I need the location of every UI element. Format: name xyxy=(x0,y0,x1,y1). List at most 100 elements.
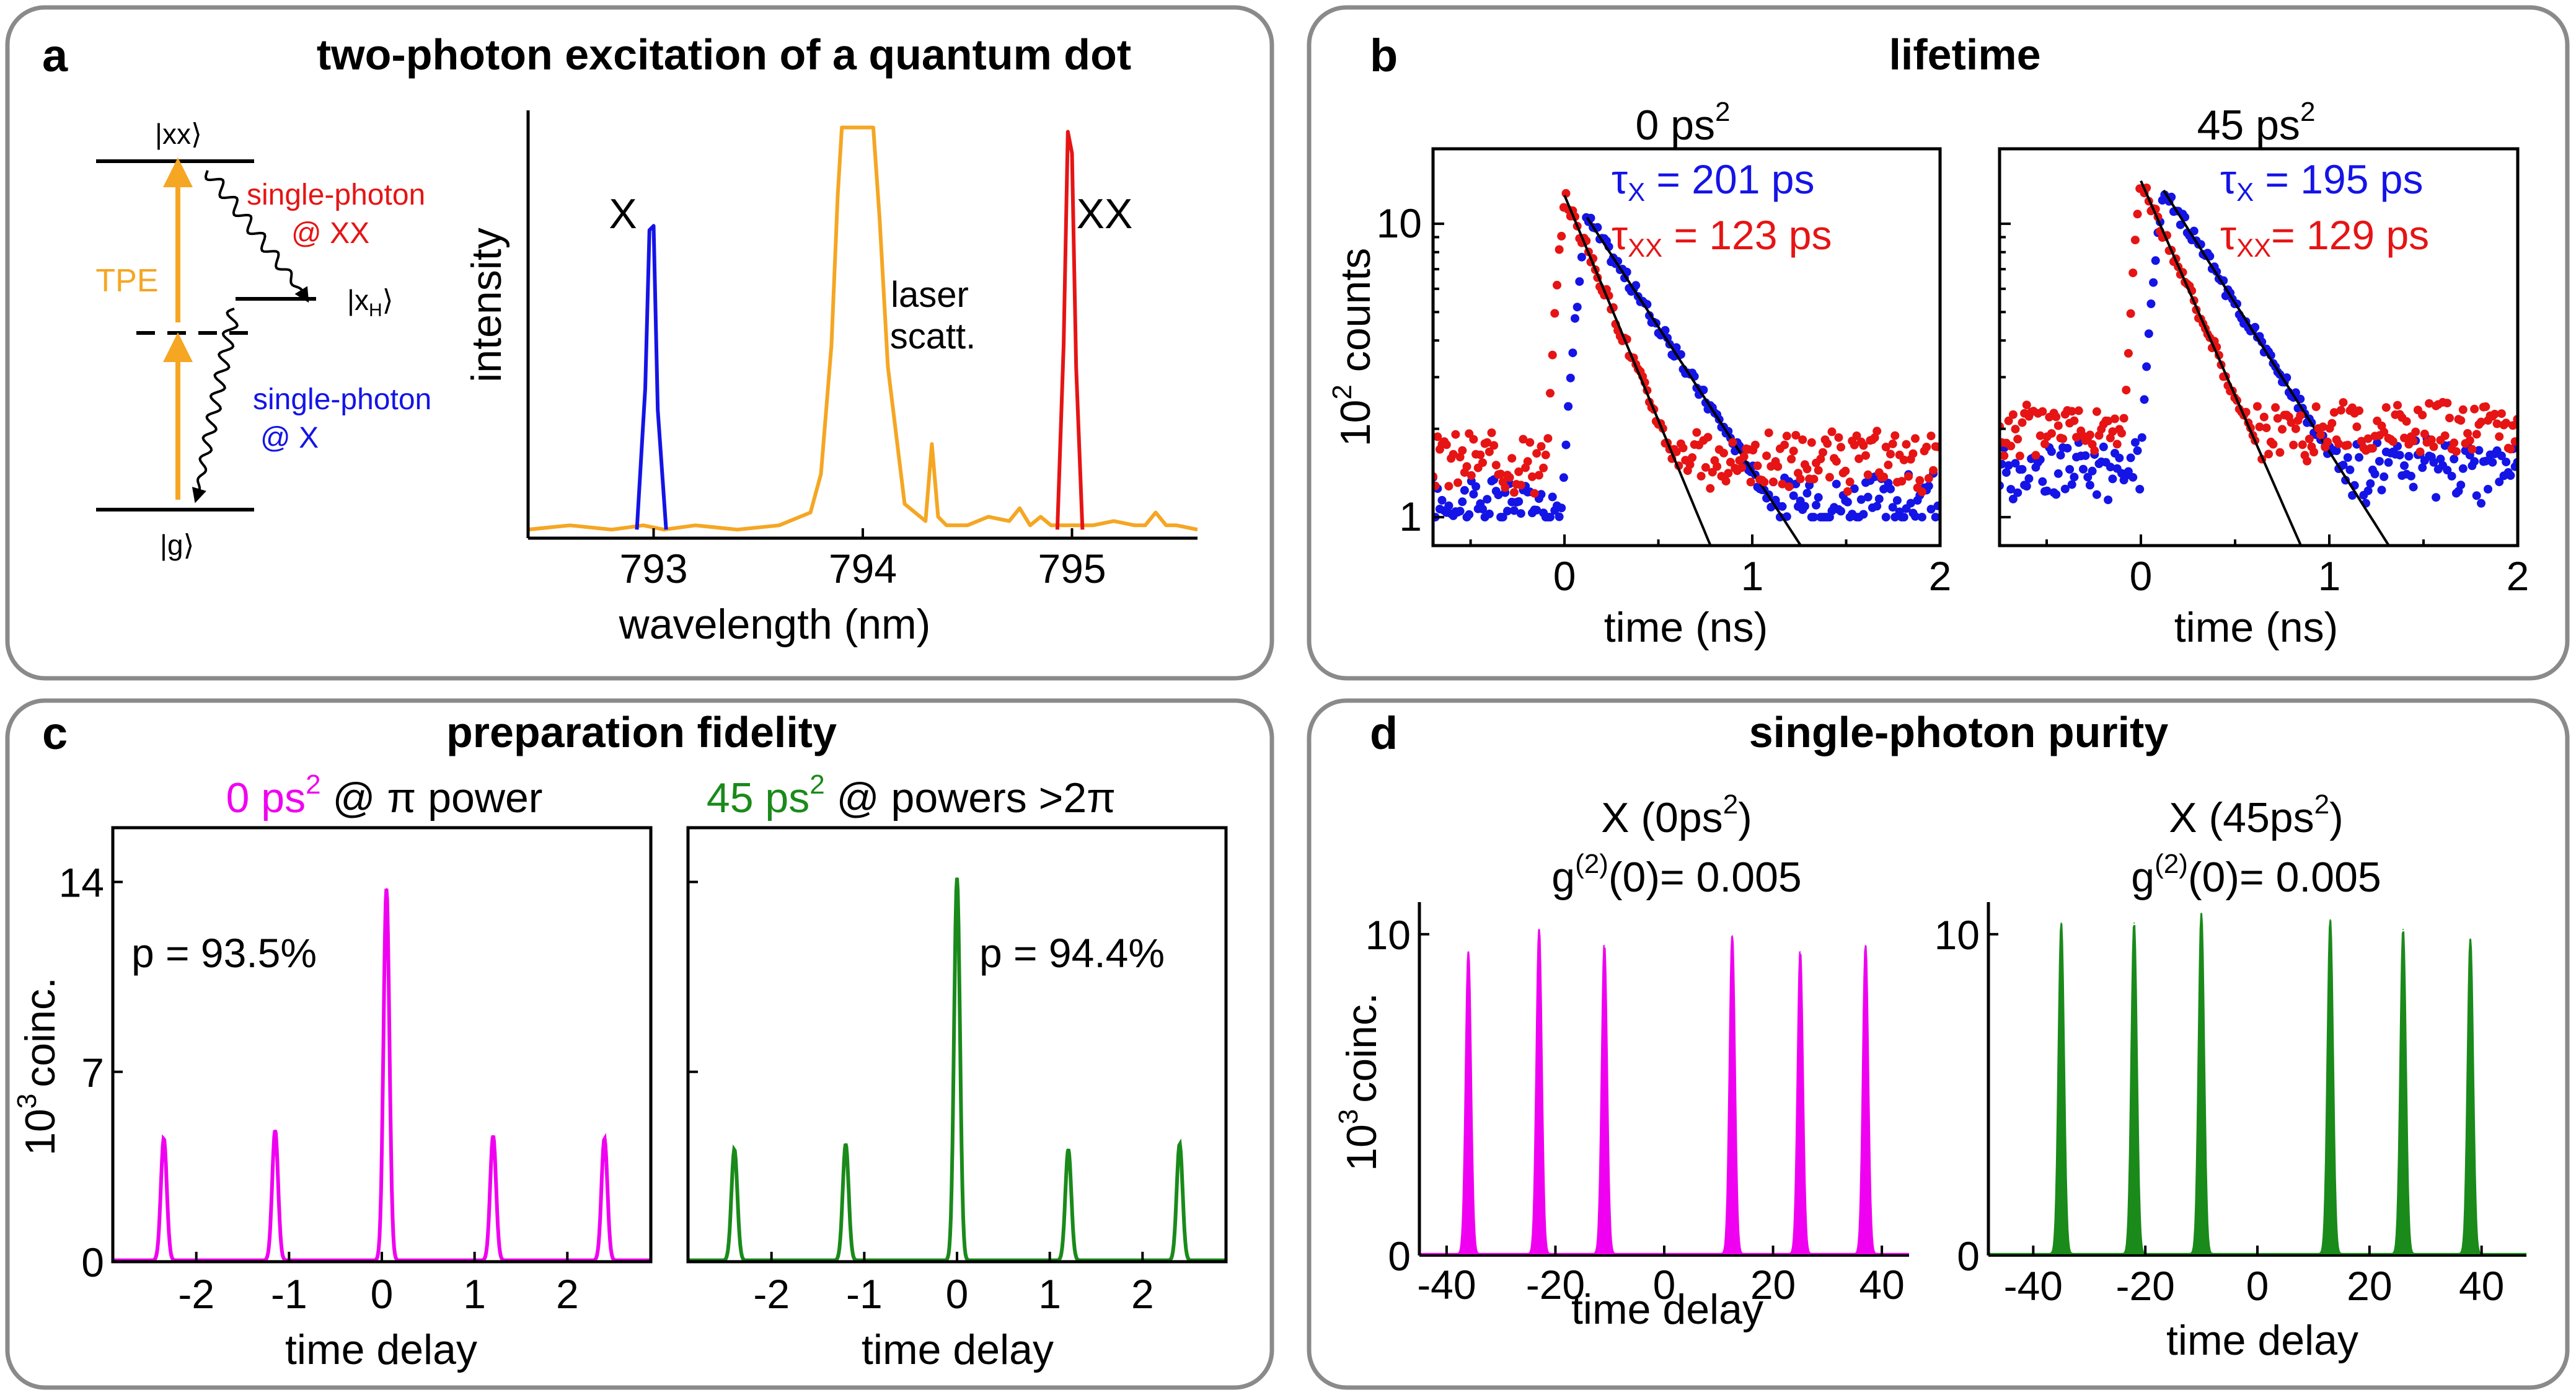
lifetime-point-X xyxy=(2345,465,2355,474)
lifetime-point-XX xyxy=(2506,445,2515,454)
lifetime-point-X xyxy=(1917,513,1926,522)
panel-a-title: two-photon excitation of a quantum dot xyxy=(317,30,1131,79)
lifetime-point-X xyxy=(1802,489,1812,498)
lifetime-point-XX xyxy=(1827,427,1837,436)
lifetime-point-XX xyxy=(1672,447,1681,456)
lifetime-point-XX xyxy=(2067,407,2076,416)
lifetime-point-XX xyxy=(2052,412,2061,422)
coincidence-peak xyxy=(1468,951,1469,953)
lifetime-point-XX xyxy=(2133,210,2142,219)
lifetime-point-X xyxy=(1926,505,1936,514)
lifetime-point-X xyxy=(1494,490,1503,500)
coincidence-peak xyxy=(1864,945,1866,946)
lifetime-point-XX xyxy=(2289,440,2298,450)
lifetime-45-xlabel: time (ns) xyxy=(2174,604,2338,651)
lifetime-point-XX xyxy=(1724,469,1733,478)
lifetime-point-XX xyxy=(2108,427,2117,436)
lifetime-0-frame xyxy=(1431,147,1942,547)
lifetime-point-XX xyxy=(1933,442,1940,451)
laser-label-1: laser xyxy=(891,275,969,315)
lifetime-point-XX xyxy=(1825,472,1834,482)
lifetime-point-X xyxy=(2024,474,2034,483)
lifetime-point-XX xyxy=(2495,432,2504,441)
lifetime-point-XX xyxy=(2124,348,2133,358)
lifetime-xtick-label: 0 xyxy=(1553,553,1576,599)
lifetime-point-X xyxy=(2099,442,2108,451)
lifetime-point-XX xyxy=(1449,450,1458,459)
lifetime-fit-X xyxy=(2162,189,2391,546)
lifetime-point-X xyxy=(2142,362,2151,371)
lifetime-point-XX xyxy=(2112,440,2122,449)
lifetime-point-XX xyxy=(2420,429,2429,438)
lifetime-point-XX xyxy=(2275,448,2285,457)
lifetime-point-XX xyxy=(2388,437,2397,446)
purity-45-title-1: X (45ps2) xyxy=(2169,789,2344,841)
lifetime-point-XX xyxy=(1703,433,1713,442)
lifetime-point-X xyxy=(1892,496,1902,505)
lifetime-point-XX xyxy=(1852,431,1861,440)
lifetime-point-XX xyxy=(1769,477,1778,487)
lifetime-point-XX xyxy=(1837,443,1845,452)
lifetime-point-XX xyxy=(1816,454,1825,464)
lifetime-point-X xyxy=(1800,502,1809,511)
lifetime-point-XX xyxy=(1789,446,1798,456)
lifetime-point-X xyxy=(2418,463,2427,472)
lifetime-point-X xyxy=(1933,501,1940,510)
lifetime-point-X xyxy=(2126,453,2135,463)
lifetime-point-X xyxy=(2081,451,2090,460)
spectrum-series-XX xyxy=(1055,130,1085,530)
coincidence-histogram xyxy=(1988,913,2526,1256)
lifetime-ytick-label: 1 xyxy=(1399,494,1422,539)
coincidence-peak xyxy=(1799,951,1801,953)
lifetime-point-XX xyxy=(2018,418,2027,427)
lifetime-point-X xyxy=(1872,502,1882,511)
lifetime-point-XX xyxy=(2008,410,2018,419)
lifetime-point-XX xyxy=(1507,454,1517,463)
lifetime-point-X xyxy=(2477,498,2486,508)
lifetime-point-XX xyxy=(2456,416,2466,425)
lifetime-fit-XX xyxy=(2140,180,2303,546)
lifetime-point-XX xyxy=(1819,448,1827,457)
lifetime-point-XX xyxy=(2264,450,2274,459)
coinc-ytick-label: 14 xyxy=(59,860,104,906)
lifetime-point-XX xyxy=(2072,433,2081,442)
lifetime-point-XX xyxy=(2006,441,2016,451)
lifetime-xtick-label: 2 xyxy=(2507,553,2530,599)
lifetime-point-XX xyxy=(2287,418,2296,427)
lifetime-point-XX xyxy=(2472,430,2481,439)
lifetime-point-X xyxy=(2060,484,2070,494)
fidelity-45-chart: 45 ps2 @ powers >2π time delay -2 -1 0 1 2 p… xyxy=(686,769,1228,1373)
lifetime-point-XX xyxy=(2339,398,2348,407)
lifetime-point-XX xyxy=(1762,451,1771,461)
purity-ylabel: 103coinc. xyxy=(1333,993,1385,1171)
lifetime-point-XX xyxy=(2355,406,2363,415)
lifetime-point-X xyxy=(1577,252,1586,262)
lifetime-point-XX xyxy=(1823,439,1832,448)
lifetime-point-XX xyxy=(1496,469,1506,479)
lifetime-point-X xyxy=(2128,472,2138,482)
lifetime-point-XX xyxy=(1814,466,1823,475)
lifetime-point-XX xyxy=(2011,425,2020,434)
lifetime-point-X xyxy=(1458,497,1467,507)
lifetime-point-XX xyxy=(1884,460,1893,469)
lifetime-point-XX xyxy=(2013,435,2022,444)
lifetime-point-XX xyxy=(1458,446,1467,455)
lifetime-point-XX xyxy=(2255,422,2264,432)
lifetime-ylabel: 102counts xyxy=(1327,248,1379,446)
coincidence-peak xyxy=(733,1148,735,1150)
x-emission-label-2: @ X xyxy=(260,422,319,454)
lifetime-point-XX xyxy=(1888,439,1897,448)
panel-a-frame xyxy=(5,5,1274,681)
lifetime-point-XX xyxy=(1832,457,1841,466)
coincidence-peak xyxy=(956,877,958,879)
lifetime-point-X xyxy=(1478,505,1487,513)
purity-45-chart: X (45ps2) g(2)(0)= 0.005 time delay -40 -… xyxy=(1934,789,2526,1364)
lifetime-point-XX xyxy=(2128,268,2138,278)
lifetime-point-X xyxy=(1837,507,1845,516)
lifetime-point-XX xyxy=(1561,188,1571,198)
lifetime-point-XX xyxy=(2440,431,2450,440)
lifetime-point-XX xyxy=(1737,463,1747,472)
lifetime-point-X xyxy=(2085,480,2094,490)
lifetime-point-XX xyxy=(2252,402,2262,411)
purity-45-title-2: g(2)(0)= 0.005 xyxy=(2131,849,2381,901)
